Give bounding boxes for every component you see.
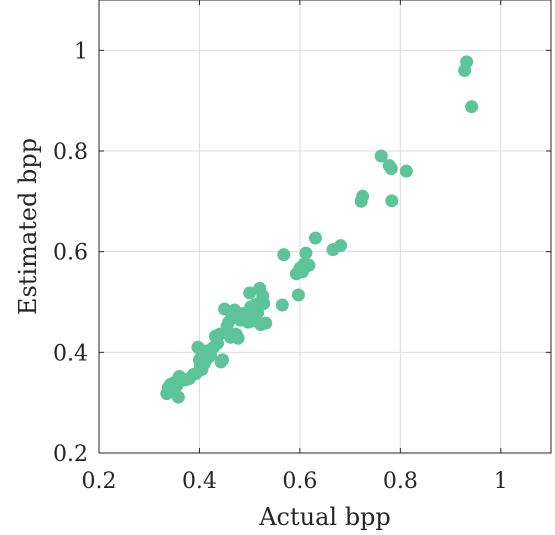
data-point-58 (299, 246, 313, 260)
y-tick-label-2: 0.6 (53, 241, 88, 266)
tick-marks (98, 0, 551, 454)
data-point-62 (334, 239, 348, 253)
x-tick-label-3: 0.8 (383, 469, 418, 494)
data-point-68 (385, 194, 399, 208)
data-point-54 (291, 288, 305, 302)
data-point-67 (384, 162, 398, 176)
x-tick-label-4: 1 (494, 469, 508, 494)
plot-area-frame (98, 0, 552, 454)
data-point-6 (171, 390, 185, 404)
data-point-59 (302, 258, 316, 272)
y-axis-label: Estimated bpp (14, 138, 42, 315)
data-point-65 (374, 149, 388, 163)
data-point-64 (356, 189, 370, 203)
data-points (160, 55, 479, 404)
data-point-69 (399, 164, 413, 178)
y-tick-labels: 0.2 0.4 0.6 0.8 1 (53, 39, 88, 467)
data-point-35 (231, 331, 245, 345)
data-point-71 (460, 55, 474, 69)
data-point-27 (216, 353, 230, 367)
x-tick-label-0: 0.2 (82, 469, 117, 494)
y-tick-label-1: 0.4 (53, 341, 88, 366)
x-tick-labels: 0.2 0.4 0.6 0.8 1 (82, 469, 508, 494)
data-point-50 (259, 316, 273, 330)
data-point-49 (257, 297, 271, 311)
x-tick-label-1: 0.4 (182, 469, 217, 494)
data-point-72 (465, 100, 479, 114)
data-point-52 (277, 248, 291, 262)
data-point-40 (243, 286, 257, 300)
data-point-51 (275, 298, 289, 312)
x-tick-label-2: 0.6 (282, 469, 317, 494)
y-tick-label-0: 0.2 (53, 442, 88, 467)
y-tick-label-4: 1 (74, 39, 88, 64)
y-tick-label-3: 0.8 (53, 140, 88, 165)
x-axis-label: Actual bpp (258, 503, 391, 531)
data-point-60 (308, 231, 322, 245)
